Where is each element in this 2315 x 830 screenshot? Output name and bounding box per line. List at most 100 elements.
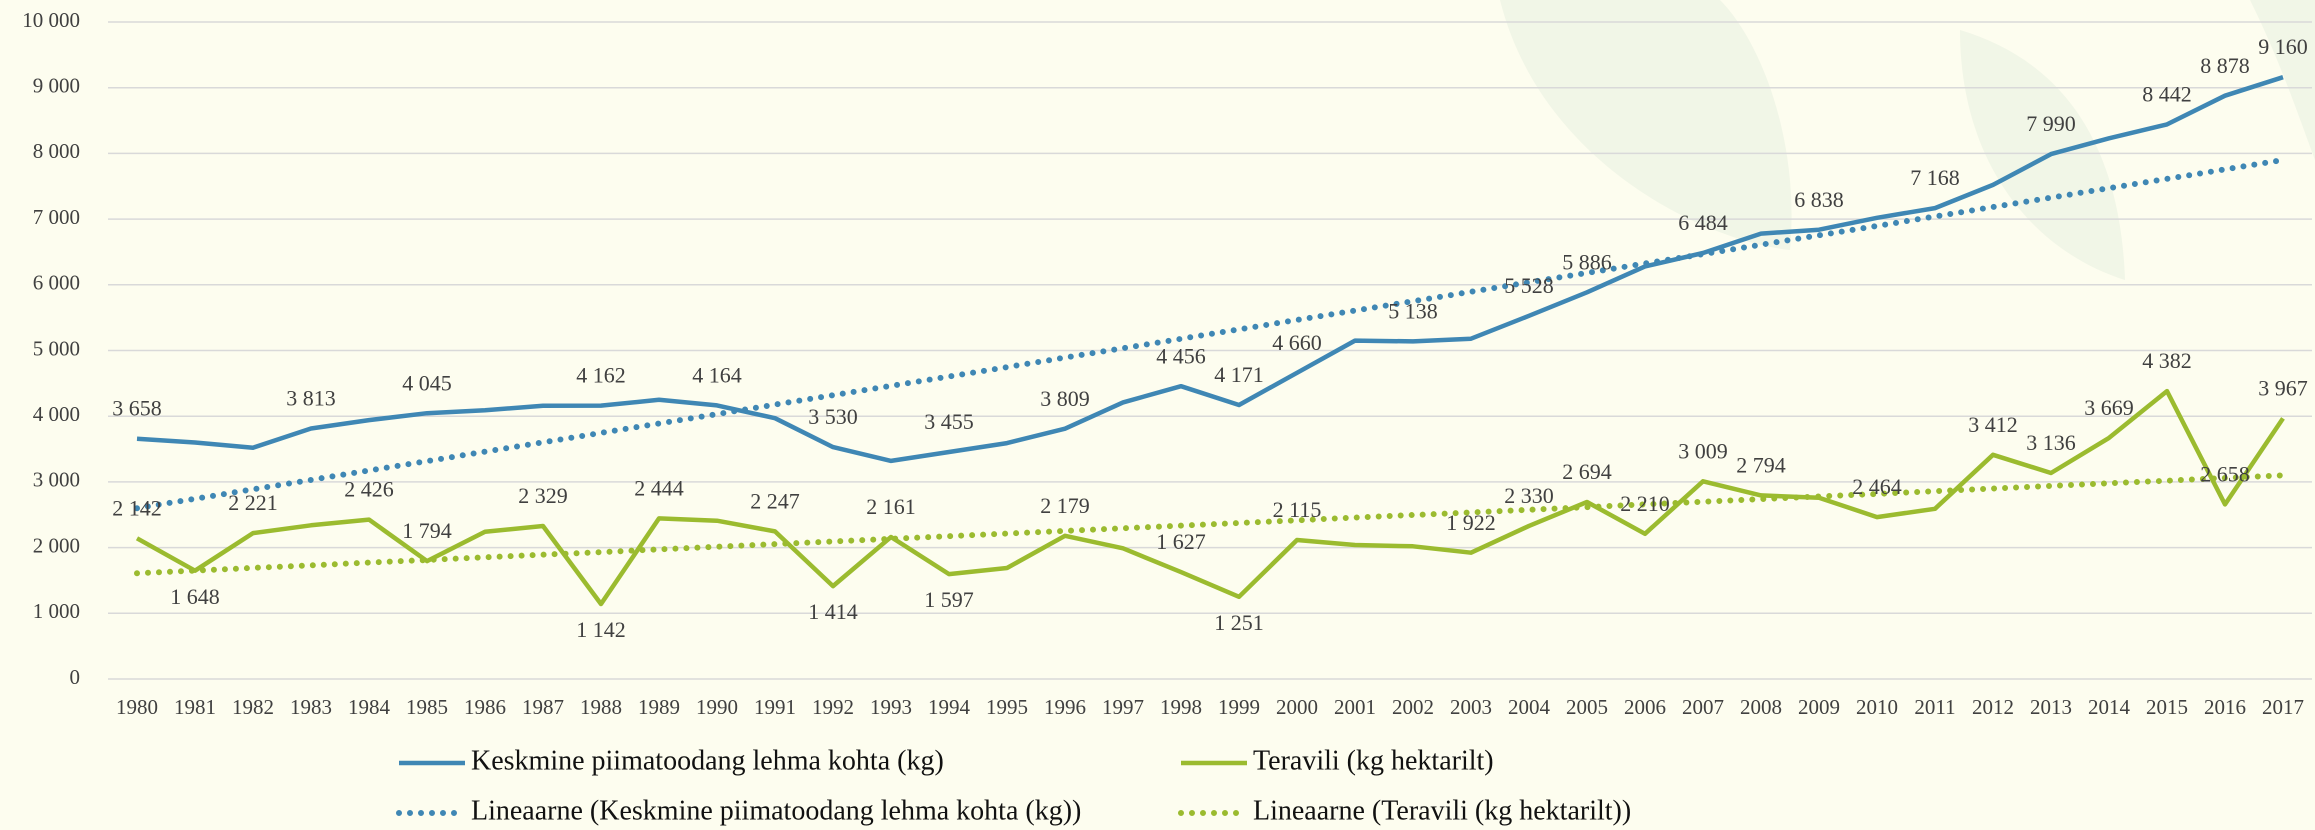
data-label: 1 794 [402, 518, 452, 543]
x-tick-label: 1982 [232, 695, 274, 719]
data-label: 1 648 [170, 584, 220, 609]
data-label: 6 838 [1794, 187, 1844, 212]
data-label: 2 658 [2200, 461, 2250, 486]
data-label: 3 530 [808, 404, 858, 429]
data-label: 2 161 [866, 494, 916, 519]
leaf [1500, 0, 1792, 250]
data-label: 8 878 [2200, 53, 2250, 78]
trend-line [134, 157, 2286, 512]
data-label: 3 455 [924, 409, 974, 434]
y-tick-label: 8 000 [33, 139, 80, 163]
x-tick-label: 2017 [2262, 695, 2304, 719]
data-label: 3 967 [2258, 375, 2308, 400]
x-tick-label: 1981 [174, 695, 216, 719]
data-label: 3 009 [1678, 438, 1728, 463]
x-tick-label: 2001 [1334, 695, 1376, 719]
leaf [1960, 30, 2125, 280]
y-tick-label: 1 000 [33, 599, 80, 623]
data-label: 1 414 [808, 599, 858, 624]
data-label: 4 171 [1214, 362, 1264, 387]
y-tick-label: 6 000 [33, 271, 80, 295]
data-label: 2 464 [1852, 474, 1902, 499]
data-label: 5 138 [1388, 298, 1438, 323]
data-label: 3 669 [2084, 395, 2134, 420]
y-tick-label: 3 000 [33, 468, 80, 492]
x-tick-label: 2009 [1798, 695, 1840, 719]
x-tick-label: 1983 [290, 695, 332, 719]
x-tick-label: 1992 [812, 695, 854, 719]
x-tick-label: 1987 [522, 695, 564, 719]
x-tick-label: 1998 [1160, 695, 1202, 719]
x-tick-label: 2006 [1624, 695, 1666, 719]
y-tick-label: 9 000 [33, 74, 80, 98]
data-label: 2 247 [750, 488, 800, 513]
x-tick-label: 2003 [1450, 695, 1492, 719]
data-label: 2 210 [1620, 491, 1670, 516]
data-label: 7 168 [1910, 165, 1960, 190]
leaf [2250, 0, 2315, 160]
y-tick-label: 2 000 [33, 533, 80, 557]
x-tick-label: 1988 [580, 695, 622, 719]
y-tick-label: 7 000 [33, 205, 80, 229]
data-label: 7 990 [2026, 111, 2076, 136]
y-tick-label: 5 000 [33, 336, 80, 360]
x-tick-label: 2015 [2146, 695, 2188, 719]
data-label: 2 329 [518, 483, 568, 508]
x-tick-label: 1984 [348, 695, 391, 719]
data-label: 4 660 [1272, 330, 1322, 355]
x-tick-label: 2016 [2204, 695, 2246, 719]
data-label: 1 251 [1214, 610, 1264, 635]
x-tick-label: 2004 [1508, 695, 1551, 719]
x-tick-label: 1980 [116, 695, 158, 719]
x-tick-label: 1985 [406, 695, 448, 719]
data-label: 1 597 [924, 587, 974, 612]
data-label: 8 442 [2142, 81, 2192, 106]
data-label: 2 794 [1736, 452, 1786, 477]
trend-line [134, 472, 2286, 577]
data-label: 9 160 [2258, 34, 2308, 59]
x-tick-label: 2011 [1914, 695, 1955, 719]
y-tick-label: 10 000 [22, 8, 80, 32]
data-label: 2 426 [344, 477, 394, 502]
y-tick-label: 4 000 [33, 402, 80, 426]
data-label: 3 809 [1040, 386, 1090, 411]
data-label: 1 627 [1156, 529, 1206, 554]
data-label: 4 456 [1156, 343, 1206, 368]
x-tick-label: 1997 [1102, 695, 1144, 719]
legend-label: Lineaarne (Teravili (kg hektarilt)) [1253, 795, 1631, 826]
x-tick-label: 1995 [986, 695, 1028, 719]
data-label: 4 045 [402, 370, 452, 395]
x-tick-label: 1999 [1218, 695, 1260, 719]
data-label: 3 658 [112, 396, 162, 421]
x-tick-label: 2000 [1276, 695, 1318, 719]
x-tick-label: 2012 [1972, 695, 2014, 719]
background-decoration [1500, 0, 2315, 280]
legend-label: Lineaarne (Keskmine piimatoodang lehma k… [471, 795, 1081, 826]
x-tick-label: 1986 [464, 695, 506, 719]
x-tick-label: 1991 [754, 695, 796, 719]
data-label: 2 330 [1504, 483, 1554, 508]
data-label: 4 382 [2142, 348, 2192, 373]
data-label: 5 528 [1504, 273, 1554, 298]
x-tick-label: 1990 [696, 695, 738, 719]
data-label: 1 142 [576, 617, 626, 642]
x-tick-label: 1994 [928, 695, 971, 719]
data-label: 2 221 [228, 490, 278, 515]
data-label: 3 813 [286, 386, 336, 411]
data-label: 2 179 [1040, 493, 1090, 518]
data-label: 4 164 [692, 362, 742, 387]
data-label: 5 886 [1562, 249, 1612, 274]
data-label: 2 142 [112, 495, 162, 520]
series-line [135, 388, 2285, 607]
x-tick-label: 2008 [1740, 695, 1782, 719]
data-label: 6 484 [1678, 210, 1728, 235]
x-tick-label: 1996 [1044, 695, 1086, 719]
y-tick-label: 0 [70, 665, 81, 689]
x-tick-label: 1989 [638, 695, 680, 719]
data-label: 3 136 [2026, 430, 2076, 455]
data-label: 1 922 [1446, 510, 1496, 535]
x-tick-label: 2002 [1392, 695, 1434, 719]
data-label: 4 162 [576, 363, 626, 388]
